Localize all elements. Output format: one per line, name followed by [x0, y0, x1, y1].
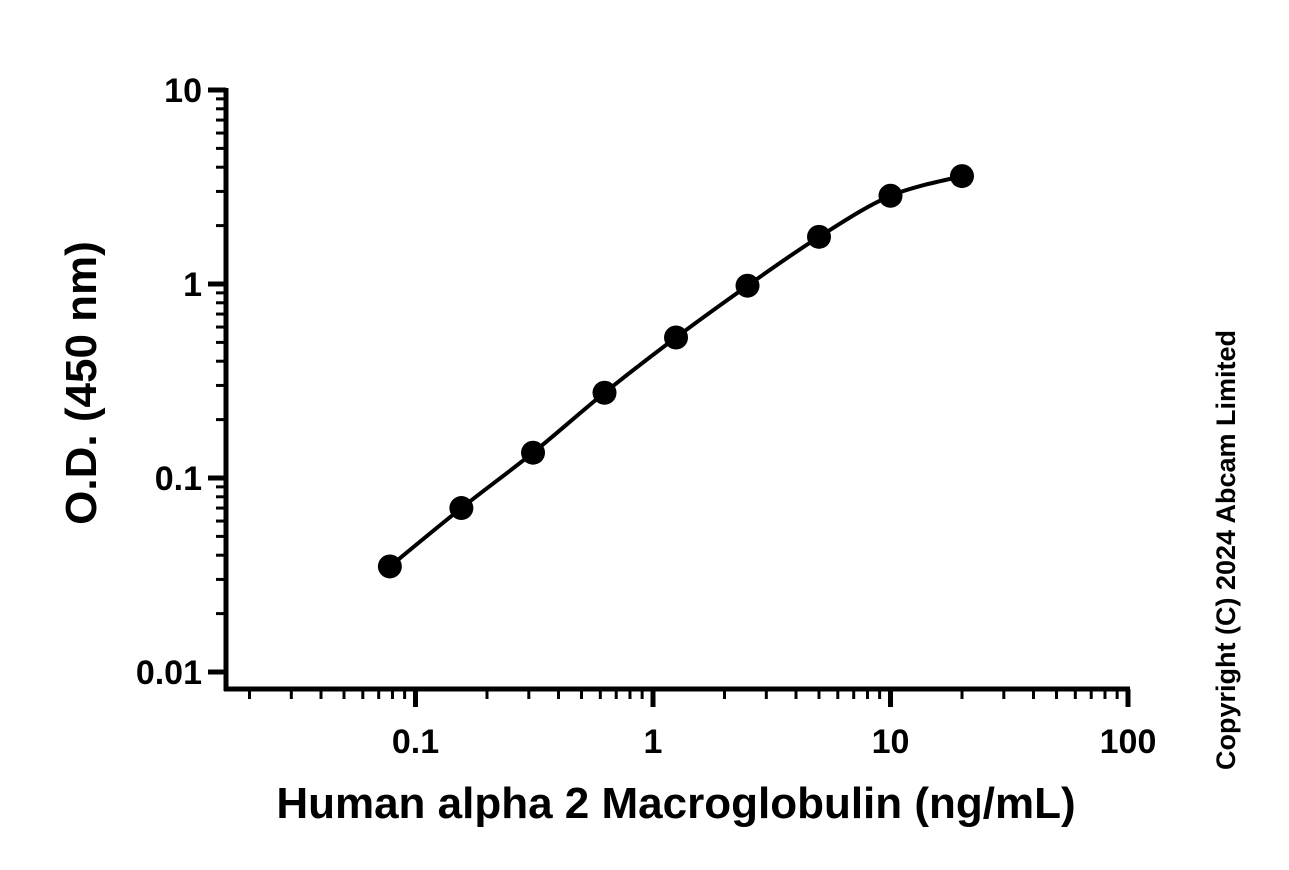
data-point [377, 554, 402, 579]
data-point [664, 325, 689, 350]
y-tick-label: 0.1 [155, 460, 202, 498]
y-tick-label: 0.01 [136, 654, 202, 692]
x-tick-label: 1 [644, 723, 663, 761]
x-tick-label: 0.1 [392, 723, 439, 761]
y-axis-title: O.D. (450 nm) [57, 241, 106, 525]
y-axis: 10 1 0.1 0.01 [136, 72, 229, 692]
x-tick-label: 100 [1100, 723, 1157, 761]
data-point [592, 380, 617, 405]
data-point [807, 224, 832, 249]
x-tick-label: 10 [872, 723, 910, 761]
data-point [878, 183, 903, 208]
y-tick-label: 10 [164, 72, 202, 110]
x-axis: 0.1 1 10 100 [224, 686, 1157, 761]
data-point [949, 164, 974, 189]
plot-area [377, 164, 974, 579]
data-point [521, 440, 546, 465]
data-point [735, 273, 760, 298]
x-axis-title: Human alpha 2 Macroglobulin (ng/mL) [276, 779, 1075, 828]
y-tick-label: 1 [183, 266, 202, 304]
fit-curve [388, 174, 963, 569]
copyright-notice: Copyright (C) 2024 Abcam Limited [1211, 330, 1241, 770]
data-point [449, 496, 474, 521]
